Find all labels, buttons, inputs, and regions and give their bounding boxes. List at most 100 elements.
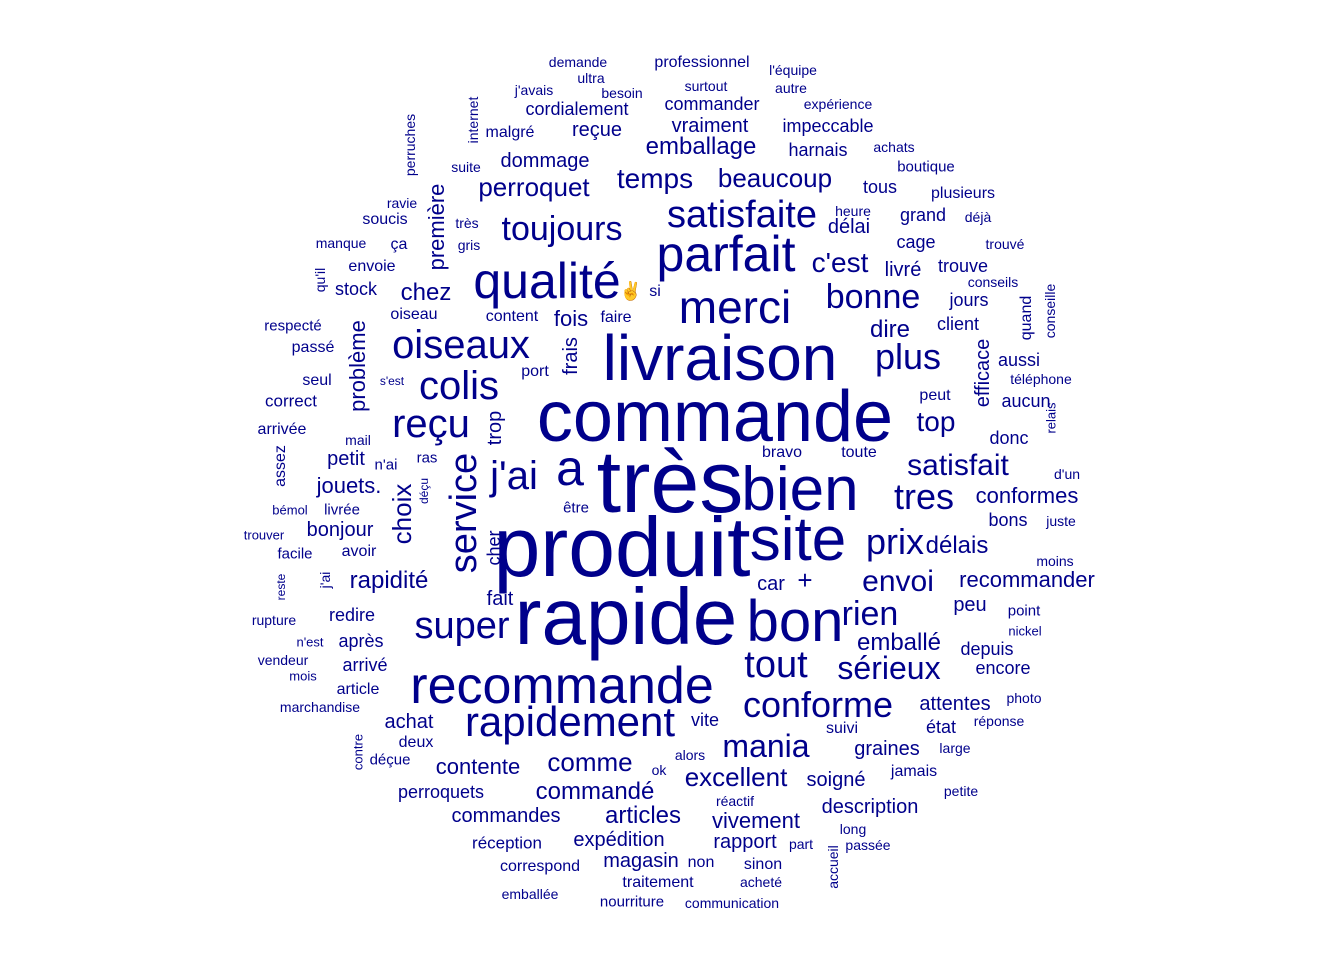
cloud-word: tous bbox=[862, 177, 898, 197]
cloud-word: petite bbox=[943, 783, 979, 799]
cloud-word: rapidement bbox=[464, 698, 676, 745]
cloud-word: accueil bbox=[825, 845, 841, 889]
cloud-word: merci bbox=[678, 281, 792, 333]
cloud-word: oiseaux bbox=[392, 323, 530, 367]
cloud-word: cher bbox=[484, 530, 504, 566]
cloud-word: première bbox=[424, 183, 449, 271]
cloud-word: si bbox=[649, 283, 661, 300]
cloud-word: commandes bbox=[451, 805, 561, 827]
cloud-word: port bbox=[521, 363, 549, 380]
cloud-word: attentes bbox=[919, 693, 991, 715]
cloud-word: vendeur bbox=[257, 652, 309, 668]
cloud-word: perruches bbox=[402, 113, 418, 177]
cloud-word: trop bbox=[484, 410, 506, 446]
cloud-word: contre bbox=[350, 733, 366, 771]
cloud-word: jouets. bbox=[316, 473, 382, 498]
cloud-word: recommande bbox=[410, 657, 714, 715]
cloud-word: encore bbox=[975, 658, 1031, 678]
cloud-word: réactif bbox=[715, 793, 755, 809]
cloud-word: réponse bbox=[973, 713, 1025, 729]
cloud-word: livraison bbox=[602, 322, 838, 394]
cloud-word: colis bbox=[418, 364, 500, 408]
cloud-word: besoin bbox=[601, 85, 643, 101]
cloud-word: envoi bbox=[862, 565, 934, 598]
cloud-word: n'est bbox=[296, 634, 324, 650]
cloud-word: être bbox=[563, 499, 589, 517]
cloud-word: vraiment bbox=[671, 115, 749, 137]
cloud-word: articles bbox=[604, 802, 682, 829]
cloud-word: graines bbox=[854, 738, 920, 760]
cloud-word: super bbox=[414, 605, 510, 647]
cloud-word: j'ai bbox=[490, 454, 538, 498]
cloud-word: article bbox=[336, 681, 380, 698]
cloud-word: bonjour bbox=[306, 519, 374, 541]
cloud-word: rapide bbox=[514, 572, 738, 661]
cloud-word: déçu bbox=[417, 477, 431, 505]
cloud-word: a bbox=[556, 440, 584, 496]
cloud-word: jours bbox=[949, 290, 989, 310]
cloud-word: choix bbox=[387, 483, 417, 545]
cloud-word: n'ai bbox=[374, 456, 398, 474]
cloud-word: point bbox=[1007, 602, 1041, 620]
cloud-word: suite bbox=[451, 159, 481, 175]
cloud-word: état bbox=[925, 717, 957, 737]
cloud-word: sinon bbox=[743, 856, 783, 873]
cloud-word: moins bbox=[1036, 553, 1074, 569]
cloud-word: bonne bbox=[825, 278, 921, 316]
cloud-word: bémol bbox=[272, 502, 308, 518]
cloud-word: internet bbox=[465, 96, 481, 144]
cloud-word: redire bbox=[328, 605, 376, 625]
cloud-word: gris bbox=[457, 237, 481, 253]
cloud-word: tout bbox=[744, 644, 808, 686]
cloud-word: communication bbox=[684, 895, 780, 911]
cloud-word: depuis bbox=[960, 639, 1014, 659]
cloud-word: traitement bbox=[622, 874, 694, 891]
cloud-word: quand bbox=[1018, 295, 1035, 341]
cloud-word: heure bbox=[835, 203, 871, 219]
cloud-word: vivement bbox=[711, 808, 801, 833]
cloud-word: boutique bbox=[897, 158, 955, 176]
cloud-word: rien bbox=[841, 595, 899, 633]
cloud-word: j'avais bbox=[514, 82, 554, 98]
cloud-word: facile bbox=[277, 545, 313, 563]
cloud-word: recommander bbox=[959, 567, 1095, 592]
cloud-word: réception bbox=[472, 833, 542, 853]
cloud-word: mois bbox=[289, 668, 317, 684]
cloud-word: plusieurs bbox=[930, 185, 996, 202]
cloud-word: cage bbox=[896, 232, 936, 252]
cloud-word: ras bbox=[416, 449, 438, 467]
cloud-word: passé bbox=[291, 339, 335, 356]
cloud-word: top bbox=[916, 406, 956, 437]
cloud-word: vite bbox=[690, 710, 720, 730]
cloud-word: nourriture bbox=[599, 893, 665, 911]
cloud-word: trouve bbox=[937, 256, 989, 276]
cloud-word: professionnel bbox=[654, 54, 750, 71]
cloud-word: bons bbox=[988, 510, 1028, 530]
cloud-word: stock bbox=[334, 279, 378, 299]
cloud-word: j'ai bbox=[317, 571, 333, 589]
cloud-word: très bbox=[596, 432, 744, 531]
cloud-word: achats bbox=[873, 139, 915, 155]
cloud-word: cordialement bbox=[525, 99, 629, 119]
cloud-word: trouver bbox=[243, 527, 285, 543]
cloud-word: toujours bbox=[501, 210, 623, 248]
cloud-word: ça bbox=[390, 236, 408, 253]
cloud-word: deux bbox=[398, 734, 434, 751]
cloud-word: satisfait bbox=[907, 449, 1009, 482]
cloud-word: tres bbox=[893, 476, 955, 517]
cloud-word: description bbox=[821, 796, 919, 818]
cloud-word: aussi bbox=[997, 350, 1041, 370]
cloud-word: qualité bbox=[473, 253, 621, 309]
cloud-word: perroquets bbox=[397, 782, 485, 802]
cloud-word: rapidité bbox=[349, 567, 429, 594]
cloud-word: emballé bbox=[856, 629, 942, 656]
cloud-word: arrivé bbox=[342, 655, 388, 675]
cloud-word: assez bbox=[272, 445, 289, 487]
cloud-word: parfait bbox=[656, 226, 796, 282]
cloud-word: car bbox=[757, 573, 785, 595]
cloud-word: soigné bbox=[806, 769, 866, 791]
cloud-word: téléphone bbox=[1010, 371, 1072, 387]
cloud-word: marchandise bbox=[279, 699, 361, 715]
cloud-word: impeccable bbox=[782, 116, 874, 136]
cloud-word: jamais bbox=[890, 763, 938, 780]
